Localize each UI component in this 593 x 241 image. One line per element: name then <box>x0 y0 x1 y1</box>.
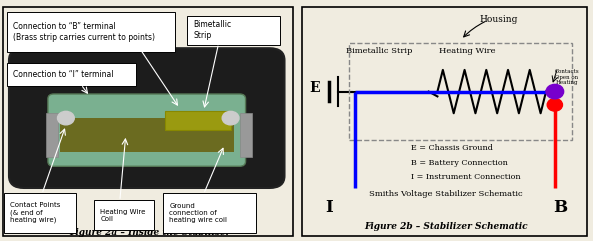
Text: Connection to “I” terminal: Connection to “I” terminal <box>14 70 114 79</box>
Text: I: I <box>325 199 333 216</box>
Circle shape <box>58 111 74 125</box>
FancyBboxPatch shape <box>12 55 282 181</box>
FancyBboxPatch shape <box>8 12 175 52</box>
FancyBboxPatch shape <box>5 193 76 233</box>
Text: Heating Wire
Coil: Heating Wire Coil <box>100 209 146 221</box>
FancyBboxPatch shape <box>48 94 246 166</box>
FancyBboxPatch shape <box>302 7 587 236</box>
FancyBboxPatch shape <box>163 193 256 233</box>
Text: Connection to “B” terminal
(Brass strip carries current to points): Connection to “B” terminal (Brass strip … <box>14 22 155 42</box>
FancyBboxPatch shape <box>165 111 231 130</box>
Text: B = Battery Connection: B = Battery Connection <box>411 159 508 167</box>
Text: I = Instrument Connection: I = Instrument Connection <box>411 173 521 181</box>
Text: Ground
connection of
heating wire coil: Ground connection of heating wire coil <box>169 203 227 223</box>
Text: Smiths Voltage Stabilizer Schematic: Smiths Voltage Stabilizer Schematic <box>369 190 523 198</box>
Text: E: E <box>309 81 320 95</box>
Text: Housing: Housing <box>480 15 518 24</box>
FancyBboxPatch shape <box>60 118 234 152</box>
FancyBboxPatch shape <box>9 48 285 188</box>
Text: Bimetallic Strip: Bimetallic Strip <box>346 47 412 55</box>
Text: B: B <box>554 199 568 216</box>
FancyBboxPatch shape <box>3 7 294 236</box>
FancyBboxPatch shape <box>94 200 154 230</box>
Text: E = Chassis Ground: E = Chassis Ground <box>411 144 493 152</box>
Text: Figure 2a – Inside the Stabilizer: Figure 2a – Inside the Stabilizer <box>69 228 231 237</box>
Text: Heating Wire: Heating Wire <box>439 47 495 55</box>
Circle shape <box>547 99 563 111</box>
Circle shape <box>546 84 563 99</box>
FancyBboxPatch shape <box>46 113 58 157</box>
Text: Contacts
Open on
Heating: Contacts Open on Heating <box>554 69 579 85</box>
Text: Figure 2b – Stabilizer Schematic: Figure 2b – Stabilizer Schematic <box>365 222 528 231</box>
FancyBboxPatch shape <box>240 113 251 157</box>
Text: Bimetallic
Strip: Bimetallic Strip <box>193 20 231 40</box>
Circle shape <box>222 111 239 125</box>
Text: Contact Points
(& end of
heating wire): Contact Points (& end of heating wire) <box>11 202 61 223</box>
FancyBboxPatch shape <box>8 63 136 86</box>
FancyBboxPatch shape <box>187 16 280 45</box>
